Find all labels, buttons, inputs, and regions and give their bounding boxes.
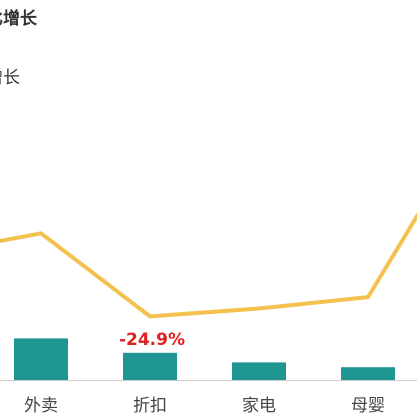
x-tick-label: 家电 [242,396,276,416]
bar-0 [14,338,68,380]
bar-1 [123,352,177,380]
bar-3 [341,367,395,380]
data-label: -24.9% [119,330,185,350]
x-tick-label: 折扣 [133,396,167,416]
bar-2 [232,362,286,380]
chart-subtitle: 增长 [0,68,20,88]
line-series [0,212,417,319]
chart-title: 比增长 [0,9,37,29]
x-tick-label: 母婴 [351,396,385,416]
x-tick-label: 外卖 [24,396,58,416]
